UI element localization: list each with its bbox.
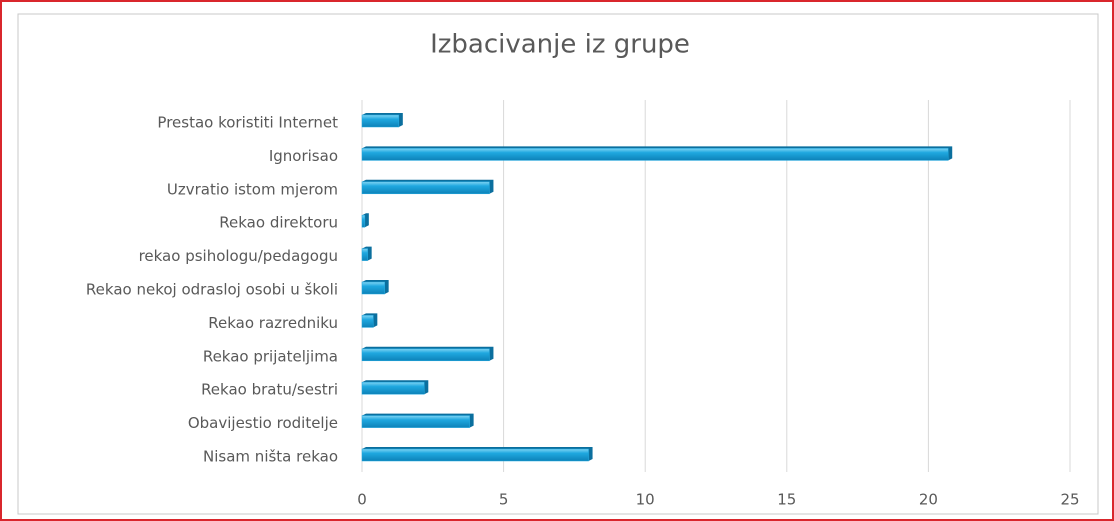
- y-tick-label: Uzvratio istom mjerom: [167, 180, 338, 198]
- y-tick-label: Nisam ništa rekao: [203, 448, 338, 466]
- bar: [361, 281, 385, 295]
- y-tick-label: Rekao bratu/sestri: [201, 381, 338, 399]
- y-tick-label: Rekao razredniku: [208, 314, 338, 332]
- x-tick-label: 5: [499, 491, 509, 509]
- x-tick-label: 10: [636, 491, 655, 509]
- bar-depth: [362, 280, 389, 294]
- bar-depth: [362, 346, 494, 361]
- bar: [361, 448, 589, 462]
- y-tick-label: Rekao direktoru: [219, 214, 338, 232]
- y-tick-label: Rekao nekoj odrasloj osobi u školi: [86, 281, 338, 299]
- bar: [361, 348, 490, 362]
- bar: [361, 315, 374, 328]
- bar: [361, 381, 425, 395]
- bar-depth: [362, 179, 494, 194]
- bar-depth: [362, 246, 372, 261]
- bar-depth: [362, 213, 369, 228]
- y-tick-label: Ignorisao: [269, 147, 338, 165]
- bar: [361, 248, 368, 261]
- x-tick-label: 0: [357, 491, 367, 509]
- bar-depth: [362, 413, 474, 428]
- bar: [361, 148, 949, 161]
- y-tick-label: rekao psihologu/pedagogu: [139, 247, 338, 265]
- chart-frame: [17, 13, 1099, 515]
- bar-depth: [362, 380, 429, 395]
- x-tick-label: 25: [1060, 491, 1079, 509]
- bar: [361, 214, 366, 228]
- y-tick-label: Rekao prijateljima: [203, 347, 338, 365]
- y-tick-label: Prestao koristiti Internet: [157, 114, 338, 132]
- chart-title: Izbacivanje iz grupe: [430, 30, 690, 60]
- bar-depth: [362, 447, 593, 461]
- x-tick-label: 15: [777, 491, 796, 509]
- bar: [361, 181, 490, 195]
- bar-depth: [362, 113, 403, 127]
- bar: [361, 415, 470, 428]
- bar-depth: [362, 146, 953, 161]
- y-tick-label: Obavijestio roditelje: [188, 414, 338, 432]
- bar: [361, 114, 400, 128]
- x-tick-label: 20: [919, 491, 938, 509]
